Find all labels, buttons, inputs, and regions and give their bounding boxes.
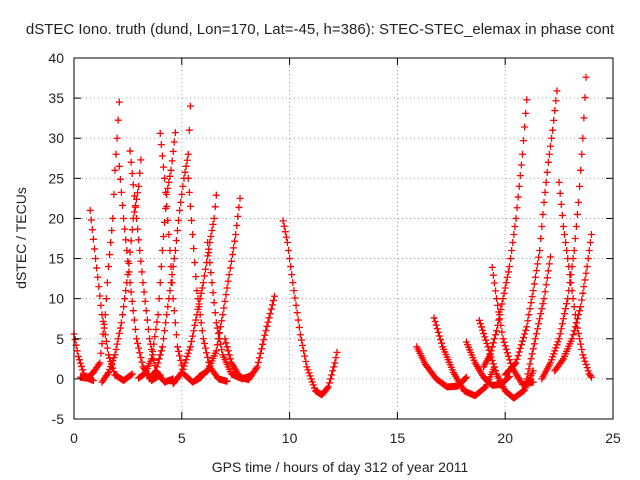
x-tick-label: 25 bbox=[605, 430, 621, 446]
axis-ticks: 0 5 10 15 20 25 -5 0 5 10 15 20 25 30 35 40 bbox=[48, 50, 621, 446]
y-tick-label: -5 bbox=[52, 411, 65, 427]
data-marks-path bbox=[501, 87, 561, 379]
y-tick-label: 5 bbox=[56, 331, 64, 347]
y-tick-label: 40 bbox=[48, 50, 64, 66]
data-marks-path bbox=[551, 230, 595, 375]
data-series-21 bbox=[488, 263, 537, 389]
x-tick-label: 5 bbox=[178, 430, 186, 446]
data-series-12 bbox=[195, 194, 244, 380]
x-tick-label: 10 bbox=[282, 430, 298, 446]
chart-title: dSTEC Iono. truth (dund, Lon=170, Lat=-4… bbox=[26, 21, 615, 38]
data-series-25 bbox=[538, 73, 590, 383]
y-tick-label: 15 bbox=[48, 251, 64, 267]
y-tick-label: 30 bbox=[48, 130, 64, 146]
data-marks-path bbox=[195, 194, 244, 380]
x-axis-label: GPS time / hours of day 312 of year 2011 bbox=[212, 459, 469, 475]
data-series-23 bbox=[523, 253, 554, 383]
data-series-14 bbox=[221, 292, 279, 384]
y-tick-label: 20 bbox=[48, 210, 64, 226]
x-tick-label: 15 bbox=[390, 430, 406, 446]
data-series-26 bbox=[551, 230, 595, 375]
grid-lines bbox=[74, 58, 613, 419]
y-tick-label: 25 bbox=[48, 170, 64, 186]
data-marks-path bbox=[126, 147, 177, 386]
data-marks-path bbox=[488, 263, 537, 389]
data-marks-path bbox=[86, 206, 136, 384]
data-marks-path bbox=[279, 217, 341, 399]
data-marks-path bbox=[221, 292, 279, 384]
data-marks bbox=[70, 73, 595, 402]
plot-frame bbox=[73, 57, 614, 420]
x-tick-label: 20 bbox=[497, 430, 513, 446]
data-series-7 bbox=[135, 129, 179, 382]
data-marks-path bbox=[76, 98, 123, 382]
data-marks-path bbox=[145, 102, 194, 383]
data-series-2 bbox=[86, 206, 136, 384]
data-marks-path bbox=[538, 73, 590, 383]
x-tick-label: 0 bbox=[70, 430, 78, 446]
y-tick-label: 35 bbox=[48, 90, 64, 106]
data-series-3 bbox=[76, 98, 123, 382]
data-series-4 bbox=[98, 156, 145, 386]
y-axis-label: dSTEC / TECUs bbox=[13, 187, 29, 289]
data-marks-path bbox=[98, 156, 145, 386]
data-series-22 bbox=[501, 87, 561, 379]
y-tick-label: 10 bbox=[48, 291, 64, 307]
data-series-15 bbox=[279, 217, 341, 399]
y-tick-label: 0 bbox=[56, 371, 64, 387]
data-marks-path bbox=[135, 129, 179, 382]
data-marks-path bbox=[523, 253, 554, 383]
data-series-6 bbox=[126, 147, 177, 386]
data-series-8 bbox=[145, 102, 194, 383]
